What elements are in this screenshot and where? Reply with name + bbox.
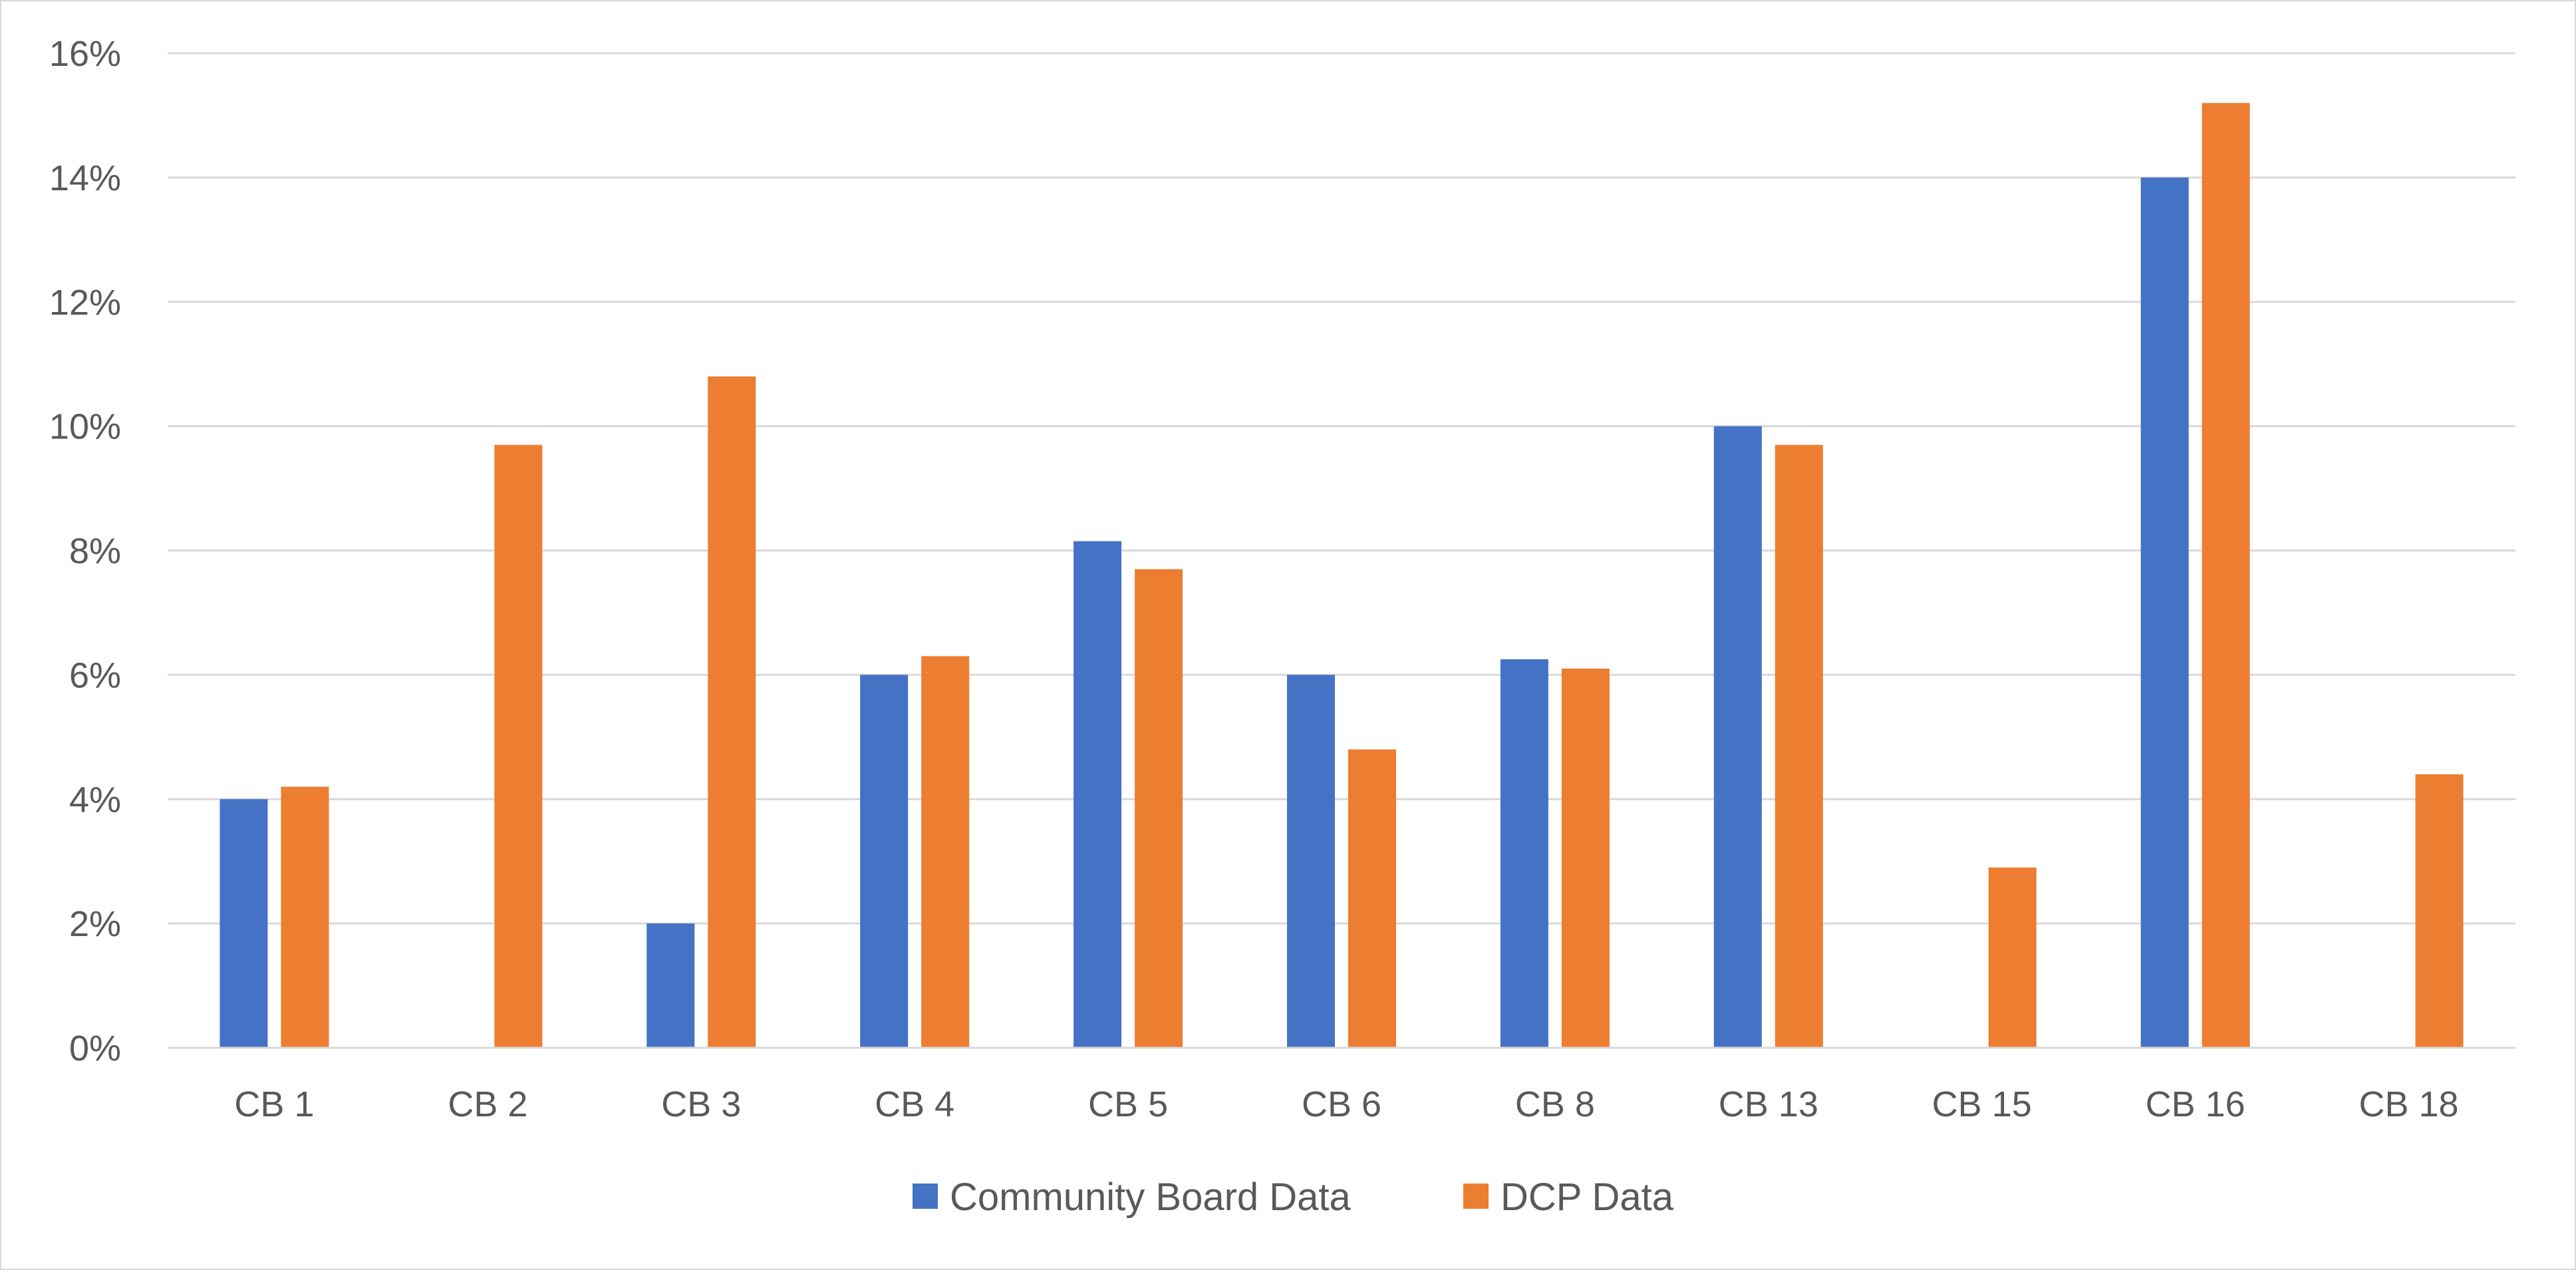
x-axis-tick-labels: CB 1 CB 2 CB 3 CB 4 CB 5 CB 6 CB 8 CB 13 CB 15 CB… [234, 1084, 2458, 1124]
x-tick-label: CB 16 [2146, 1084, 2245, 1124]
bar-community-board-cb5 [1073, 541, 1122, 1048]
y-tick-label: 12% [49, 283, 121, 323]
bar-community-board-cb13 [1713, 426, 1762, 1048]
bar-dcp-cb13 [1775, 444, 1823, 1048]
bar-dcp-cb16 [2202, 102, 2250, 1048]
y-tick-label: 8% [69, 532, 121, 571]
x-tick-label: CB 15 [1932, 1084, 2032, 1124]
legend-swatch [1463, 1184, 1489, 1209]
bar-dcp-cb3 [708, 376, 756, 1048]
gridlines [168, 52, 2515, 925]
x-tick-label: CB 4 [875, 1084, 954, 1124]
legend-label: Community Board Data [950, 1176, 1352, 1219]
y-tick-label: 16% [49, 34, 121, 74]
y-tick-label: 10% [49, 407, 121, 447]
bar-community-board-cb4 [860, 675, 909, 1048]
y-tick-label: 0% [69, 1029, 121, 1068]
x-tick-label: CB 13 [1719, 1084, 1818, 1124]
legend-swatch [913, 1184, 938, 1209]
bar-community-board-cb1 [219, 799, 268, 1048]
y-axis-tick-labels: 0% 2% 4% 6% 8% 10% 12% 14% 16% [49, 34, 121, 1068]
bar-dcp-cb18 [2415, 774, 2464, 1048]
bar-dcp-cb8 [1561, 669, 1610, 1048]
bar-community-board-cb3 [646, 923, 695, 1048]
y-tick-label: 14% [49, 158, 121, 198]
x-tick-label: CB 2 [448, 1084, 527, 1124]
bar-dcp-cb2 [494, 444, 543, 1048]
x-tick-label: CB 8 [1515, 1084, 1595, 1124]
y-tick-label: 6% [69, 655, 121, 695]
x-tick-label: CB 3 [661, 1084, 741, 1124]
bar-dcp-cb6 [1348, 749, 1396, 1048]
legend-label: DCP Data [1501, 1176, 1674, 1219]
bar-community-board-cb6 [1287, 675, 1335, 1048]
x-tick-label: CB 5 [1088, 1084, 1168, 1124]
x-tick-label: CB 18 [2359, 1084, 2458, 1124]
bar-dcp-cb1 [281, 786, 329, 1048]
bar-community-board-cb8 [1500, 659, 1548, 1048]
x-tick-label: CB 6 [1302, 1084, 1381, 1124]
legend: Community Board Data DCP Data [913, 1176, 1674, 1219]
bars [219, 102, 2464, 1048]
y-tick-label: 2% [69, 904, 121, 944]
bar-dcp-cb5 [1135, 569, 1183, 1048]
bar-dcp-cb4 [921, 656, 970, 1048]
y-tick-label: 4% [69, 780, 121, 820]
bar-dcp-cb15 [1988, 868, 2037, 1048]
x-tick-label: CB 1 [234, 1084, 314, 1124]
bar-community-board-cb16 [2140, 177, 2189, 1048]
